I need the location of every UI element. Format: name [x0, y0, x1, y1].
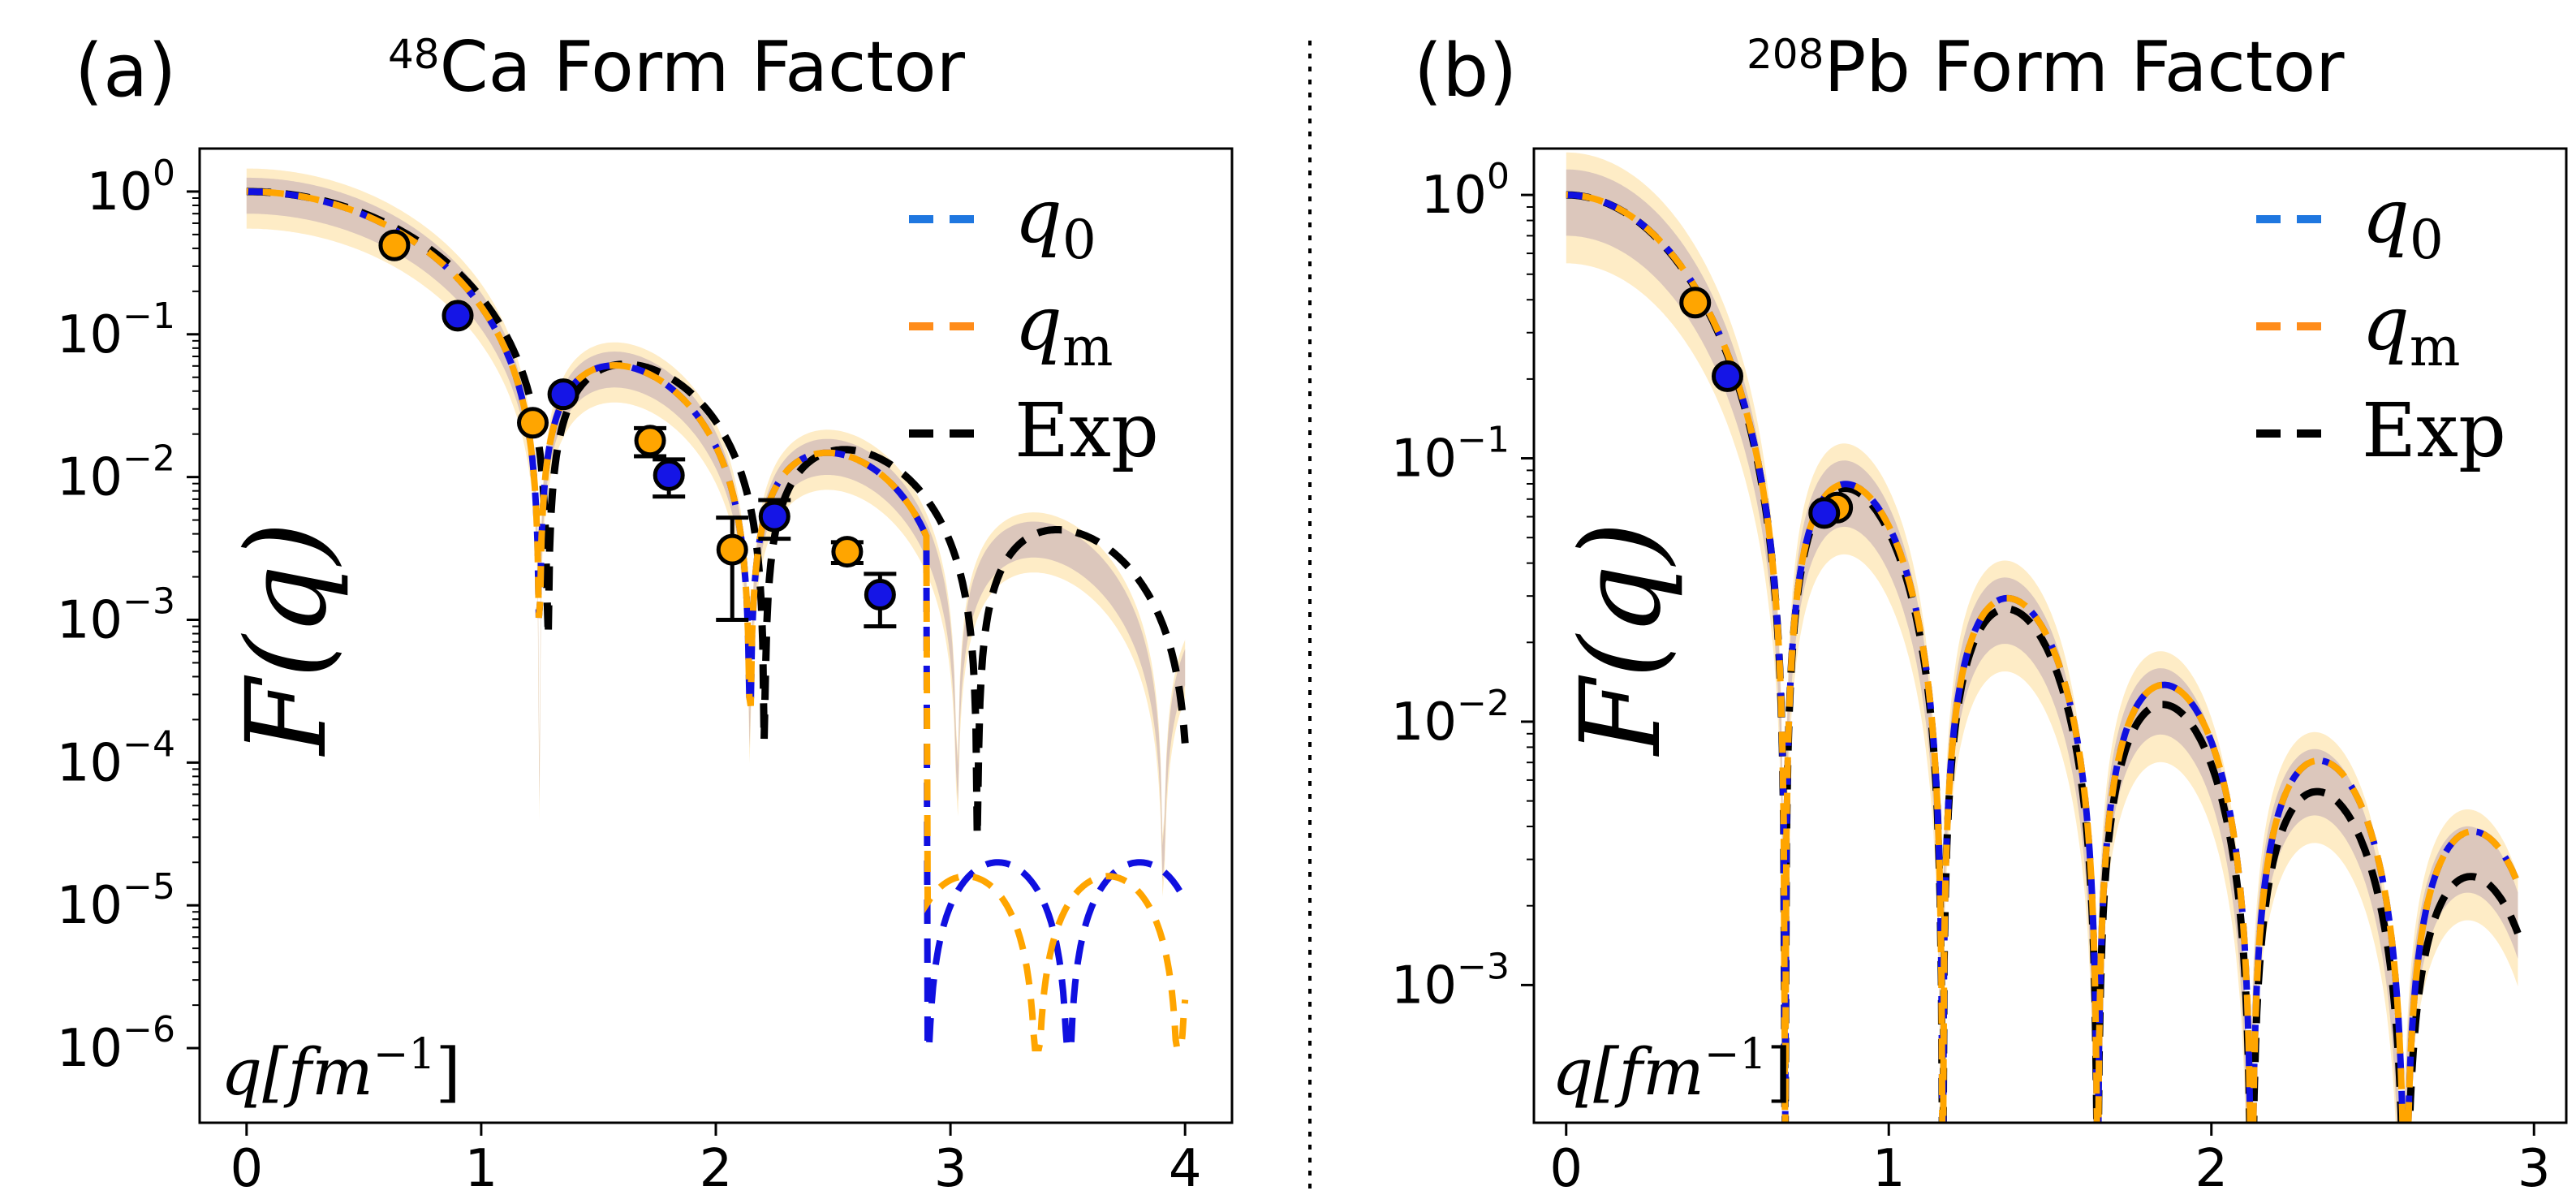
- panel-a-ylabel: F(q): [223, 521, 351, 757]
- panel-b-label: (b): [1414, 28, 1517, 114]
- y-tick-label: 100: [1421, 156, 1510, 226]
- y-tick-label: 10−2: [1391, 683, 1510, 753]
- y-tick-label: 10−2: [57, 438, 175, 508]
- y-tick-label: 10−3: [57, 580, 175, 650]
- panel-b-title-main: Pb Form Factor: [1824, 27, 2345, 108]
- series-line-qm: [1566, 192, 2522, 1123]
- panel-a-xlabel-main: q[fm: [221, 1034, 373, 1110]
- panel-b-title-sup: 208: [1747, 31, 1824, 78]
- data-point-q0: [1808, 497, 1841, 529]
- panel-a-title-main: Ca Form Factor: [440, 27, 966, 108]
- panel-b-lines: [1566, 191, 2522, 1123]
- legend-label: q0: [1014, 173, 1096, 271]
- data-point-qm: [634, 425, 666, 457]
- y-tick-label: 10−6: [57, 1009, 175, 1079]
- x-tick-label: 1: [1872, 1139, 1906, 1195]
- y-tick-label: 10−4: [57, 723, 175, 793]
- panel-b-xlabel: q[fm−1]: [1552, 1030, 1792, 1110]
- legend-label: Exp: [1014, 387, 1159, 474]
- band-qm: [246, 168, 1186, 897]
- x-tick-label: 2: [700, 1139, 733, 1195]
- x-tick-label: 4: [1169, 1139, 1202, 1195]
- panel-a-xlabel: q[fm−1]: [221, 1030, 461, 1110]
- x-tick-label: 0: [1549, 1139, 1583, 1195]
- panel-a-title: 48Ca Form Factor: [388, 27, 966, 108]
- legend-label: q0: [2362, 173, 2444, 271]
- panel-b-ylabel: F(q): [1557, 521, 1686, 757]
- data-point-qm: [378, 229, 411, 261]
- data-point-q0: [547, 378, 579, 411]
- panel-b-xlabel-exp: −1: [1704, 1030, 1767, 1079]
- data-point-qm: [831, 536, 864, 568]
- series-line-Exp: [1566, 191, 2522, 1123]
- x-tick-label: 3: [2518, 1139, 2551, 1195]
- data-point-q0: [653, 459, 685, 491]
- x-tick-label: 2: [2195, 1139, 2228, 1195]
- panel-a-points: [378, 229, 897, 629]
- panel-b-points: [1679, 287, 1854, 529]
- data-point-q0: [758, 500, 790, 533]
- data-point-qm: [716, 533, 748, 566]
- panel-b-y-axis: 100 10−1 10−2 10−3: [1391, 156, 1534, 1016]
- panel-a-title-sup: 48: [388, 31, 440, 78]
- x-tick-label: 3: [934, 1139, 967, 1195]
- panel-a-frame: [198, 147, 1234, 1124]
- y-tick-label: 10−1: [1391, 420, 1510, 490]
- panel-a-label: (a): [75, 28, 176, 114]
- panel-a-xlabel-close: ]: [436, 1034, 461, 1110]
- data-point-q0: [442, 300, 474, 332]
- y-tick-label: 10−3: [1391, 946, 1510, 1016]
- y-tick-label: 10−5: [57, 866, 175, 936]
- panel-b-frame: [1532, 147, 2568, 1124]
- y-tick-label: 10−1: [57, 296, 175, 365]
- legend-label: Exp: [2362, 387, 2506, 474]
- data-point-q0: [864, 579, 896, 611]
- data-point-qm: [517, 407, 549, 439]
- panel-b-x-axis: 0 1 2 3: [1549, 1123, 2551, 1195]
- x-tick-label: 1: [465, 1139, 498, 1195]
- panel-a-x-axis: 0 1 2 3 4: [230, 1123, 1202, 1195]
- legend-label: qm: [2362, 280, 2461, 378]
- data-point-q0: [1712, 360, 1743, 392]
- panel-a-bands: [246, 168, 1186, 897]
- x-tick-label: 0: [230, 1139, 263, 1195]
- panel-a-xlabel-exp: −1: [373, 1030, 436, 1079]
- panel-b-xlabel-close: ]: [1767, 1034, 1792, 1110]
- panel-b-title: 208Pb Form Factor: [1747, 27, 2345, 108]
- legend-label: qm: [1014, 280, 1114, 378]
- y-tick-label: 100: [87, 153, 175, 222]
- data-point-qm: [1679, 287, 1712, 319]
- panel-b-xlabel-main: q[fm: [1552, 1034, 1704, 1110]
- panel-a-y-axis: 100 10−1 10−2 10−3 10−4 10−5 10−6: [57, 153, 200, 1079]
